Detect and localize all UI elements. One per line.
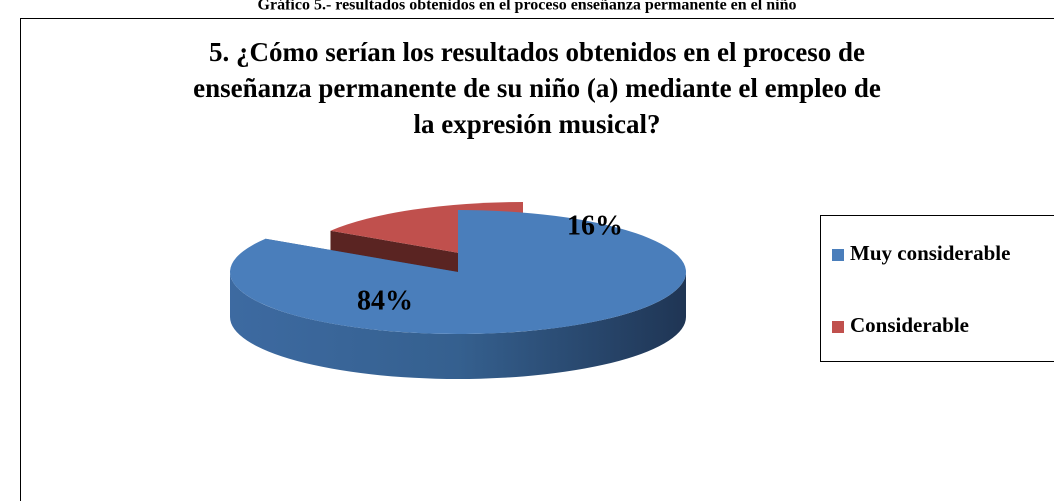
caption: Gráfico 5.- resultados obtenidos en el p… [258,0,797,14]
legend-box [820,215,1054,362]
chart-title: enseñanza permanente de su niño (a) medi… [193,73,881,103]
legend-swatch [832,249,844,261]
legend-swatch [832,321,844,333]
data-label: 84% [357,285,413,316]
legend-label: Muy considerable [850,241,1010,265]
slice-side [230,272,686,379]
chart-title: la expresión musical? [413,109,660,139]
slice [229,209,687,334]
data-label: 16% [567,210,623,241]
legend-label: Considerable [850,313,969,337]
chart-title: 5. ¿Cómo serían los resultados obtenidos… [209,37,865,67]
pie [229,202,687,379]
